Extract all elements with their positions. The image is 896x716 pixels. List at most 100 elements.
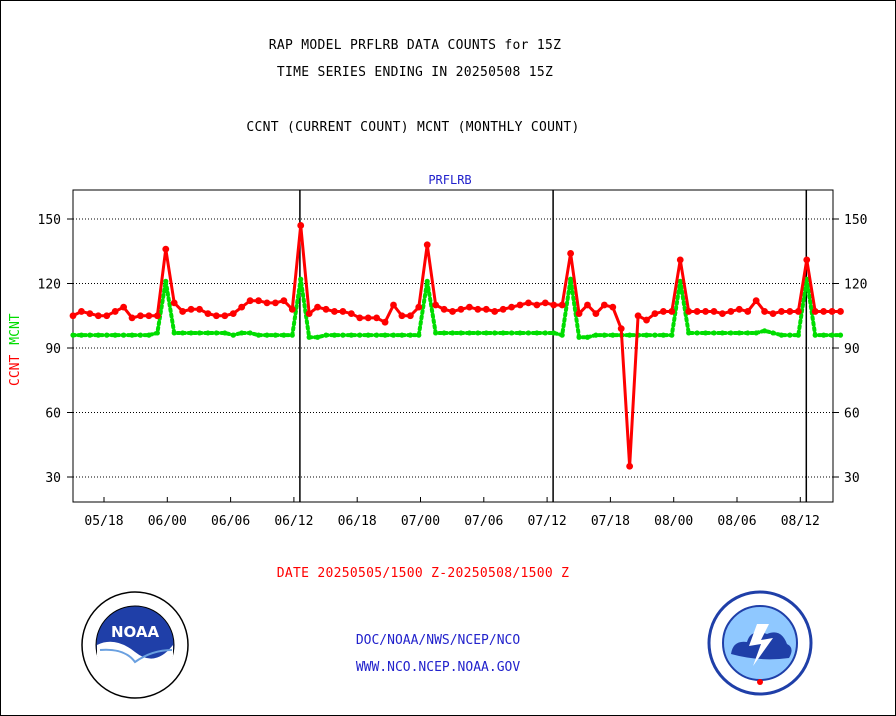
point-mcnt-47 bbox=[466, 330, 472, 336]
point-mcnt-56 bbox=[542, 330, 548, 336]
point-ccnt-65 bbox=[617, 325, 625, 333]
point-ccnt-49 bbox=[482, 305, 490, 313]
point-mcnt-22 bbox=[255, 332, 262, 338]
ytick-label-right-120: 120 bbox=[844, 278, 867, 293]
doc-noaa-link[interactable]: DOC/NOAA/NWS/NCEP/NCO bbox=[355, 633, 521, 648]
point-ccnt-76 bbox=[710, 308, 718, 315]
xtick-label-2: 06/06 bbox=[211, 514, 250, 529]
point-mcnt-63 bbox=[601, 332, 607, 338]
point-mcnt-39 bbox=[399, 332, 405, 338]
point-mcnt-18 bbox=[222, 330, 228, 336]
point-mcnt-37 bbox=[382, 332, 388, 338]
xtick-label-8: 07/18 bbox=[591, 514, 630, 529]
point-ccnt-83 bbox=[769, 310, 777, 317]
point-mcnt-86 bbox=[795, 332, 801, 338]
point-ccnt-15 bbox=[196, 305, 203, 313]
point-mcnt-6 bbox=[121, 332, 127, 338]
point-mcnt-26 bbox=[289, 332, 295, 338]
xtick-label-6: 07/06 bbox=[464, 514, 503, 529]
point-ccnt-85 bbox=[786, 308, 794, 315]
point-mcnt-66 bbox=[627, 332, 633, 338]
point-mcnt-33 bbox=[348, 332, 354, 338]
xtick-label-1: 06/00 bbox=[148, 514, 187, 529]
point-ccnt-61 bbox=[584, 301, 591, 309]
point-ccnt-22 bbox=[255, 297, 262, 305]
point-mcnt-51 bbox=[500, 330, 506, 336]
point-mcnt-48 bbox=[475, 330, 481, 336]
point-ccnt-70 bbox=[659, 308, 667, 315]
point-ccnt-51 bbox=[499, 305, 507, 313]
point-mcnt-82 bbox=[761, 328, 768, 334]
point-ccnt-4 bbox=[103, 312, 111, 320]
point-ccnt-67 bbox=[634, 312, 642, 320]
point-mcnt-34 bbox=[357, 332, 363, 338]
point-ccnt-39 bbox=[398, 312, 406, 320]
point-mcnt-85 bbox=[787, 332, 793, 338]
point-ccnt-58 bbox=[558, 301, 566, 309]
point-mcnt-13 bbox=[180, 330, 186, 336]
point-mcnt-10 bbox=[154, 330, 160, 336]
point-ccnt-35 bbox=[364, 314, 372, 322]
point-ccnt-90 bbox=[828, 308, 836, 315]
point-ccnt-45 bbox=[449, 308, 456, 315]
point-mcnt-50 bbox=[492, 330, 498, 336]
point-mcnt-90 bbox=[829, 332, 835, 338]
point-ccnt-13 bbox=[179, 308, 187, 315]
point-mcnt-41 bbox=[416, 332, 422, 338]
point-mcnt-84 bbox=[778, 332, 785, 338]
point-mcnt-61 bbox=[584, 334, 591, 340]
point-mcnt-30 bbox=[323, 332, 329, 338]
point-ccnt-89 bbox=[820, 308, 828, 315]
point-ccnt-40 bbox=[406, 312, 414, 320]
point-mcnt-49 bbox=[483, 330, 489, 336]
point-ccnt-36 bbox=[373, 314, 381, 322]
point-ccnt-8 bbox=[137, 312, 144, 320]
point-ccnt-19 bbox=[229, 310, 237, 317]
series-line-ccnt bbox=[72, 225, 841, 467]
point-ccnt-3 bbox=[94, 312, 102, 320]
nco-website-link[interactable]: WWW.NCO.NCEP.NOAA.GOV bbox=[355, 660, 521, 675]
ytick-label-right-30: 30 bbox=[844, 471, 860, 486]
point-mcnt-14 bbox=[188, 330, 194, 336]
xtick-label-3: 06/12 bbox=[274, 514, 313, 529]
point-mcnt-54 bbox=[525, 330, 532, 336]
point-mcnt-58 bbox=[559, 332, 565, 338]
point-mcnt-62 bbox=[593, 332, 599, 338]
point-mcnt-70 bbox=[660, 332, 666, 338]
nws-logo bbox=[707, 590, 813, 696]
date-range-label: DATE 20250505/1500 Z-20250508/1500 Z bbox=[276, 566, 570, 581]
plot-area bbox=[72, 189, 834, 503]
noaa-logo-text: NOAA bbox=[111, 623, 160, 641]
point-ccnt-71 bbox=[668, 308, 676, 315]
point-ccnt-44 bbox=[440, 305, 448, 313]
point-mcnt-20 bbox=[239, 330, 245, 336]
point-ccnt-31 bbox=[331, 308, 338, 315]
point-mcnt-72 bbox=[677, 278, 683, 284]
point-mcnt-73 bbox=[686, 330, 692, 336]
point-ccnt-47 bbox=[465, 303, 473, 311]
point-mcnt-7 bbox=[129, 332, 135, 338]
point-mcnt-28 bbox=[306, 334, 312, 340]
point-ccnt-30 bbox=[322, 305, 330, 313]
point-ccnt-86 bbox=[794, 308, 802, 315]
point-ccnt-20 bbox=[238, 303, 246, 311]
xtick-label-9: 08/00 bbox=[654, 514, 693, 529]
point-ccnt-66 bbox=[626, 462, 634, 470]
point-ccnt-79 bbox=[735, 305, 743, 313]
point-ccnt-56 bbox=[541, 299, 549, 307]
point-mcnt-21 bbox=[247, 330, 253, 336]
point-ccnt-28 bbox=[305, 310, 313, 317]
point-ccnt-23 bbox=[263, 299, 271, 307]
point-ccnt-57 bbox=[550, 301, 558, 309]
ytick-label-right-90: 90 bbox=[844, 342, 860, 357]
point-mcnt-52 bbox=[508, 330, 515, 336]
point-ccnt-27 bbox=[297, 222, 305, 229]
point-mcnt-76 bbox=[711, 330, 717, 336]
point-ccnt-38 bbox=[390, 301, 397, 309]
point-ccnt-37 bbox=[381, 318, 389, 326]
ytick-label-left-120: 120 bbox=[38, 278, 61, 293]
point-mcnt-57 bbox=[551, 330, 557, 336]
point-ccnt-80 bbox=[744, 308, 752, 315]
point-ccnt-33 bbox=[347, 310, 355, 317]
